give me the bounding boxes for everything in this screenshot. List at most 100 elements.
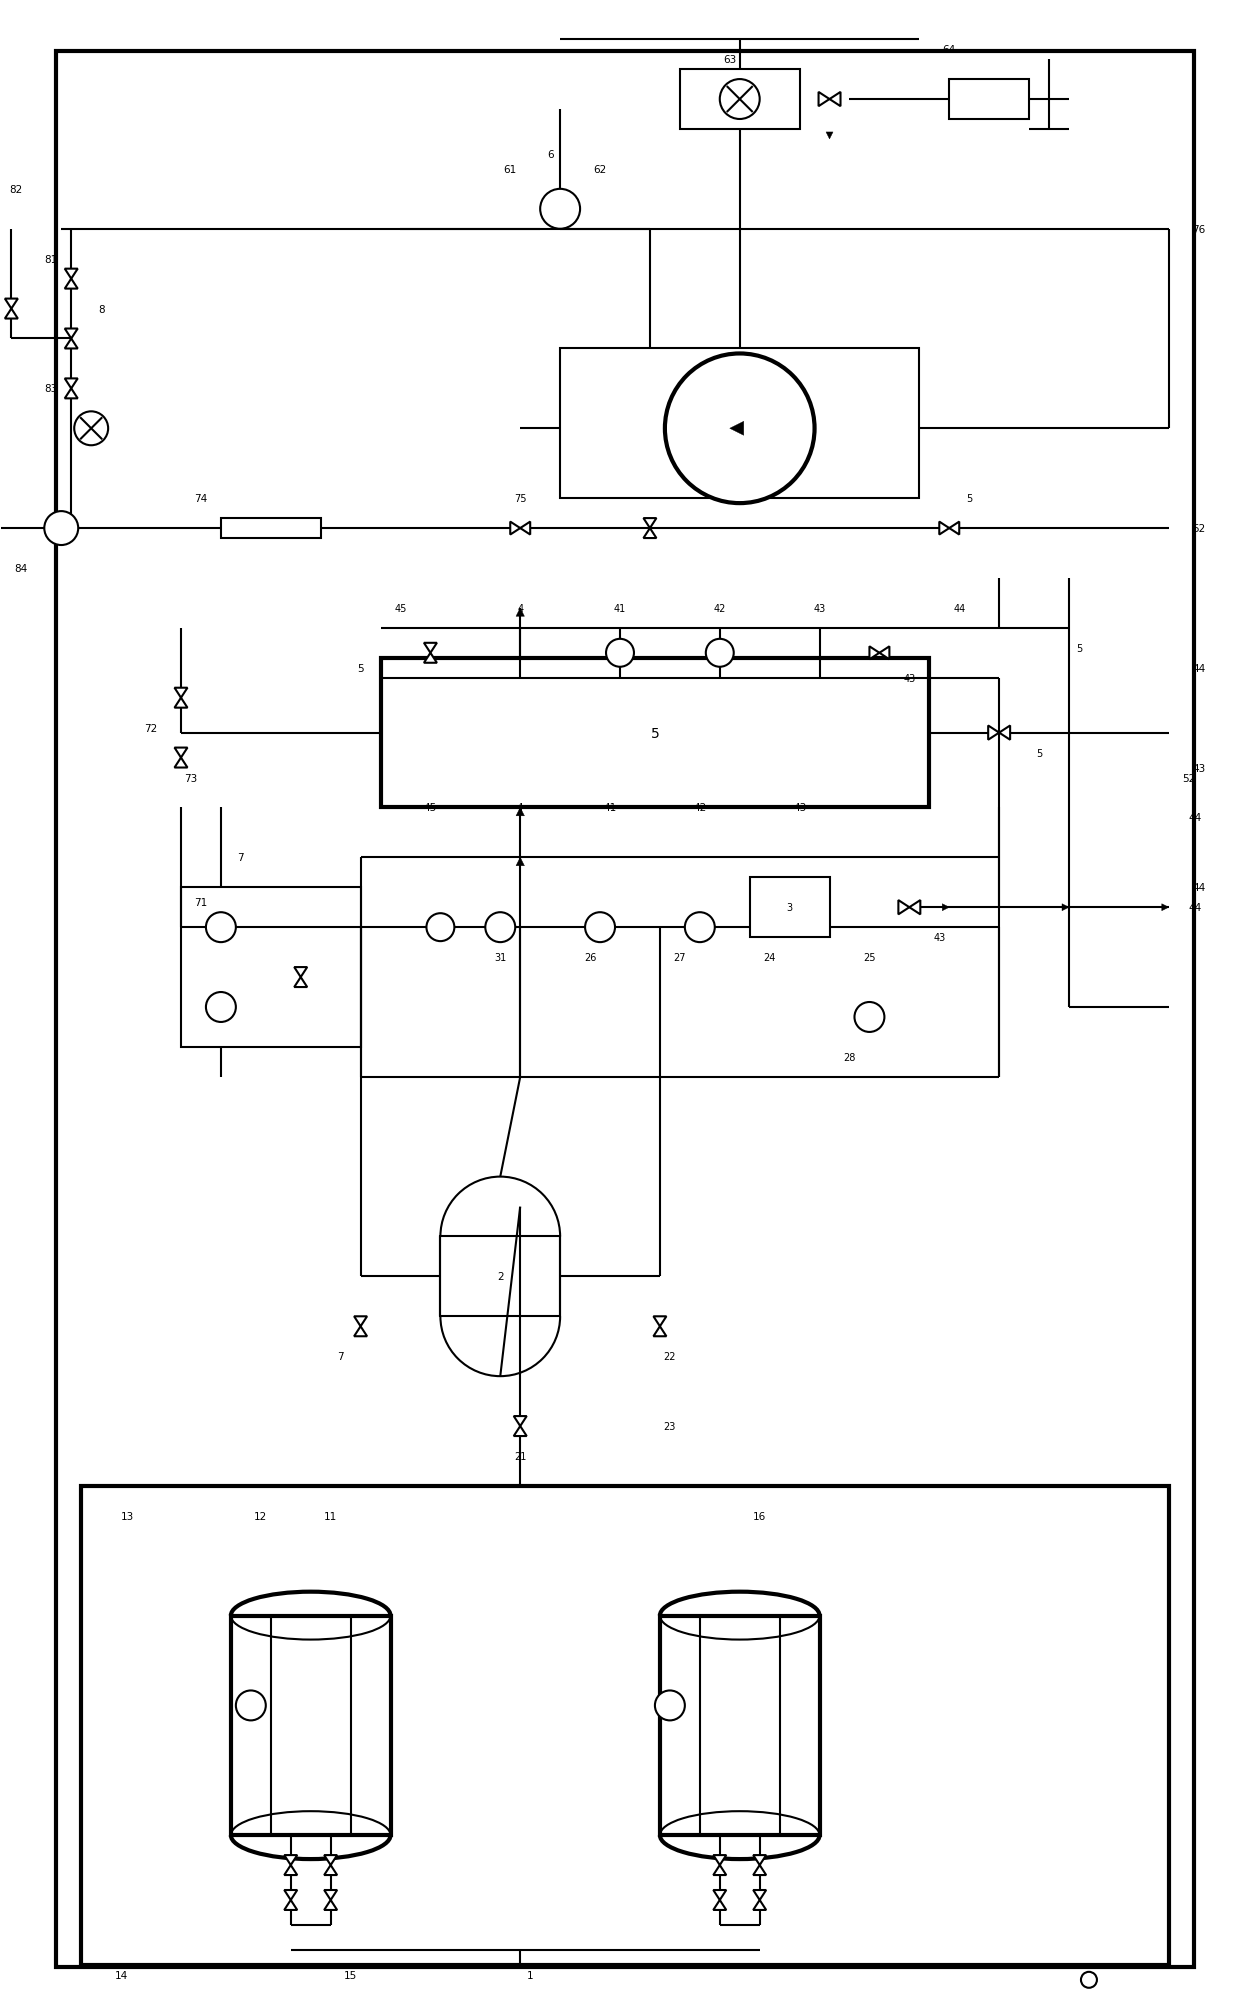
Text: 75: 75 xyxy=(513,494,527,504)
Text: 21: 21 xyxy=(515,1451,527,1461)
Circle shape xyxy=(606,640,634,668)
Circle shape xyxy=(1081,1971,1097,1987)
Polygon shape xyxy=(898,901,909,915)
Text: 43: 43 xyxy=(903,674,915,684)
Bar xyxy=(381,658,929,809)
Polygon shape xyxy=(284,1865,298,1875)
Bar xyxy=(440,1236,560,1317)
Text: 44: 44 xyxy=(1189,903,1202,913)
Bar xyxy=(680,70,800,130)
Bar xyxy=(221,520,321,538)
Circle shape xyxy=(854,1004,884,1032)
Polygon shape xyxy=(826,132,833,140)
Text: 7: 7 xyxy=(238,853,244,863)
Bar xyxy=(560,349,919,500)
Circle shape xyxy=(236,1690,265,1720)
Polygon shape xyxy=(513,1427,527,1437)
Circle shape xyxy=(585,913,615,943)
Polygon shape xyxy=(521,522,531,536)
Polygon shape xyxy=(324,1865,337,1875)
Polygon shape xyxy=(175,698,187,708)
Text: 45: 45 xyxy=(394,604,407,614)
Circle shape xyxy=(684,913,714,943)
Polygon shape xyxy=(713,1901,727,1911)
Polygon shape xyxy=(950,522,960,536)
Polygon shape xyxy=(5,309,17,319)
Polygon shape xyxy=(64,279,78,289)
Polygon shape xyxy=(753,1901,766,1911)
Polygon shape xyxy=(284,1854,298,1865)
Text: 4: 4 xyxy=(517,803,523,813)
Text: 41: 41 xyxy=(604,803,616,813)
Circle shape xyxy=(45,512,78,546)
Text: 8: 8 xyxy=(98,305,104,315)
Text: 13: 13 xyxy=(122,1511,134,1521)
Polygon shape xyxy=(830,92,841,106)
Polygon shape xyxy=(988,727,999,741)
Polygon shape xyxy=(324,1891,337,1901)
Polygon shape xyxy=(653,1317,666,1327)
Circle shape xyxy=(665,355,815,504)
Bar xyxy=(81,1485,1169,1965)
Polygon shape xyxy=(1061,905,1069,911)
Polygon shape xyxy=(64,329,78,339)
Polygon shape xyxy=(644,520,656,528)
Polygon shape xyxy=(424,654,436,664)
Text: 27: 27 xyxy=(673,953,686,963)
Text: 5: 5 xyxy=(651,727,660,741)
Text: 61: 61 xyxy=(503,165,517,175)
Text: 45: 45 xyxy=(424,803,436,813)
Polygon shape xyxy=(64,379,78,389)
Polygon shape xyxy=(942,905,950,911)
Bar xyxy=(950,80,1029,120)
Polygon shape xyxy=(324,1901,337,1911)
Circle shape xyxy=(427,913,454,941)
Polygon shape xyxy=(939,522,950,536)
Polygon shape xyxy=(0,526,1,532)
Circle shape xyxy=(719,80,760,120)
Text: 23: 23 xyxy=(663,1421,676,1431)
Polygon shape xyxy=(730,421,744,436)
Text: 76: 76 xyxy=(1192,225,1205,235)
Text: 11: 11 xyxy=(324,1511,337,1521)
Text: 4: 4 xyxy=(517,604,523,614)
Polygon shape xyxy=(5,299,17,309)
Text: 43: 43 xyxy=(1192,763,1205,773)
Text: 44: 44 xyxy=(954,604,966,614)
Text: 44: 44 xyxy=(1192,883,1205,893)
Text: 14: 14 xyxy=(114,1969,128,1979)
Polygon shape xyxy=(753,1854,766,1865)
Text: 44: 44 xyxy=(1189,813,1202,823)
Polygon shape xyxy=(653,1327,666,1337)
Text: 6: 6 xyxy=(547,151,553,161)
Polygon shape xyxy=(510,522,521,536)
Polygon shape xyxy=(869,646,879,660)
Bar xyxy=(231,1616,391,1834)
Text: 5: 5 xyxy=(1076,644,1083,654)
Text: 42: 42 xyxy=(693,803,707,813)
Polygon shape xyxy=(175,749,187,759)
Polygon shape xyxy=(516,809,525,817)
Polygon shape xyxy=(909,901,920,915)
Polygon shape xyxy=(818,92,830,106)
Polygon shape xyxy=(516,857,525,867)
Text: 44: 44 xyxy=(1192,664,1205,674)
Polygon shape xyxy=(355,1317,367,1327)
Text: 82: 82 xyxy=(10,185,24,195)
Polygon shape xyxy=(284,1901,298,1911)
Text: 3: 3 xyxy=(786,903,792,913)
Bar xyxy=(750,877,830,937)
Polygon shape xyxy=(324,1854,337,1865)
Text: 31: 31 xyxy=(495,953,506,963)
Text: 71: 71 xyxy=(195,897,207,907)
Text: 12: 12 xyxy=(254,1511,268,1521)
Text: 43: 43 xyxy=(813,604,826,614)
Bar xyxy=(181,887,361,1048)
Polygon shape xyxy=(294,967,308,977)
Text: 24: 24 xyxy=(764,953,776,963)
Text: 74: 74 xyxy=(195,494,207,504)
Circle shape xyxy=(206,913,236,943)
Circle shape xyxy=(541,191,580,229)
Polygon shape xyxy=(355,1327,367,1337)
Text: 73: 73 xyxy=(185,773,197,783)
